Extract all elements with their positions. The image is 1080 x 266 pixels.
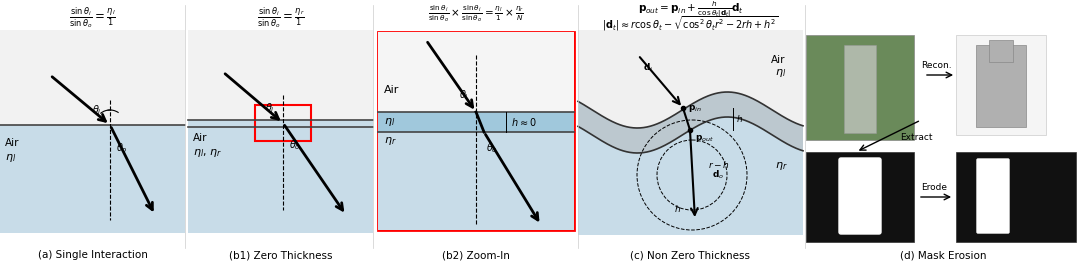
Text: Extract: Extract <box>900 134 932 143</box>
Bar <box>0 30 185 125</box>
Text: $\mathbf{p}_{out} = \mathbf{p}_{in} + \frac{h}{\cos\theta_t|\mathbf{d}_t|}\mathb: $\mathbf{p}_{out} = \mathbf{p}_{in} + \f… <box>637 0 743 20</box>
Bar <box>378 32 573 112</box>
Text: $\eta_l$: $\eta_l$ <box>775 67 786 79</box>
Text: $\frac{\sin\theta_i}{\sin\theta_o} = \frac{\eta_r}{1}$: $\frac{\sin\theta_i}{\sin\theta_o} = \fr… <box>257 6 305 30</box>
Text: Air: Air <box>771 55 785 65</box>
Text: $\eta_l$: $\eta_l$ <box>384 116 395 128</box>
Text: $\theta_o$: $\theta_o$ <box>117 141 127 155</box>
Bar <box>378 112 573 132</box>
Text: $\theta_i$: $\theta_i$ <box>92 103 102 117</box>
Bar <box>188 30 373 120</box>
Bar <box>989 40 1013 62</box>
Text: $r-h$: $r-h$ <box>708 160 730 171</box>
Bar <box>188 120 373 233</box>
Text: (b1) Zero Thickness: (b1) Zero Thickness <box>229 250 333 260</box>
Text: $\frac{\sin\theta_i}{\sin\theta_o} \times \frac{\sin\theta_i}{\sin\theta_o} = \f: $\frac{\sin\theta_i}{\sin\theta_o} \time… <box>428 3 524 24</box>
Text: $|\mathbf{d}_t| \approx r\cos\theta_t - \sqrt{\cos^2\theta_t r^2 - 2rh + h^2}$: $|\mathbf{d}_t| \approx r\cos\theta_t - … <box>603 15 779 34</box>
Text: $\mathbf{p}_{out}$: $\mathbf{p}_{out}$ <box>696 133 714 144</box>
Text: (d) Mask Erosion: (d) Mask Erosion <box>900 250 986 260</box>
Text: $h$: $h$ <box>674 202 681 214</box>
Polygon shape <box>578 92 804 153</box>
Bar <box>255 105 311 141</box>
Text: $\theta_i$: $\theta_i$ <box>265 101 275 115</box>
Text: $\theta_o$: $\theta_o$ <box>486 141 498 155</box>
Text: (c) Non Zero Thickness: (c) Non Zero Thickness <box>631 250 751 260</box>
Text: $\mathbf{d}_o$: $\mathbf{d}_o$ <box>712 169 724 181</box>
Text: Recon.: Recon. <box>920 61 951 70</box>
Bar <box>806 35 914 140</box>
Bar <box>578 30 804 235</box>
Text: Air: Air <box>5 138 19 148</box>
Text: Air: Air <box>384 85 400 95</box>
Text: $\theta_i$: $\theta_i$ <box>459 88 469 102</box>
FancyBboxPatch shape <box>977 159 1009 233</box>
Text: $\eta_l$, $\eta_r$: $\eta_l$, $\eta_r$ <box>193 147 222 159</box>
Bar <box>806 152 914 242</box>
Polygon shape <box>578 30 804 128</box>
Bar <box>843 45 876 133</box>
Bar <box>378 32 573 230</box>
Text: Air: Air <box>193 133 207 143</box>
Text: $\eta_r$: $\eta_r$ <box>774 160 787 172</box>
Text: Erode: Erode <box>921 183 947 192</box>
Text: $h$: $h$ <box>735 114 743 124</box>
Text: $\eta_l$: $\eta_l$ <box>5 152 16 164</box>
Text: (a) Single Interaction: (a) Single Interaction <box>38 250 148 260</box>
Text: $\theta_o$: $\theta_o$ <box>289 138 301 152</box>
Text: $h\approx 0$: $h\approx 0$ <box>511 116 537 128</box>
Text: (b2) Zoom-In: (b2) Zoom-In <box>442 250 510 260</box>
Text: $\frac{\sin\theta_i}{\sin\theta_o} = \frac{\eta_l}{1}$: $\frac{\sin\theta_i}{\sin\theta_o} = \fr… <box>69 6 116 30</box>
Bar <box>378 132 573 230</box>
FancyBboxPatch shape <box>839 158 881 234</box>
Text: $\mathbf{d}_i$: $\mathbf{d}_i$ <box>643 62 653 74</box>
Text: $\eta_r$: $\eta_r$ <box>384 135 396 147</box>
Bar <box>0 125 185 233</box>
Bar <box>976 45 1026 127</box>
Bar <box>956 35 1047 135</box>
Bar <box>956 152 1076 242</box>
Text: $\mathbf{p}_{in}$: $\mathbf{p}_{in}$ <box>688 103 702 114</box>
